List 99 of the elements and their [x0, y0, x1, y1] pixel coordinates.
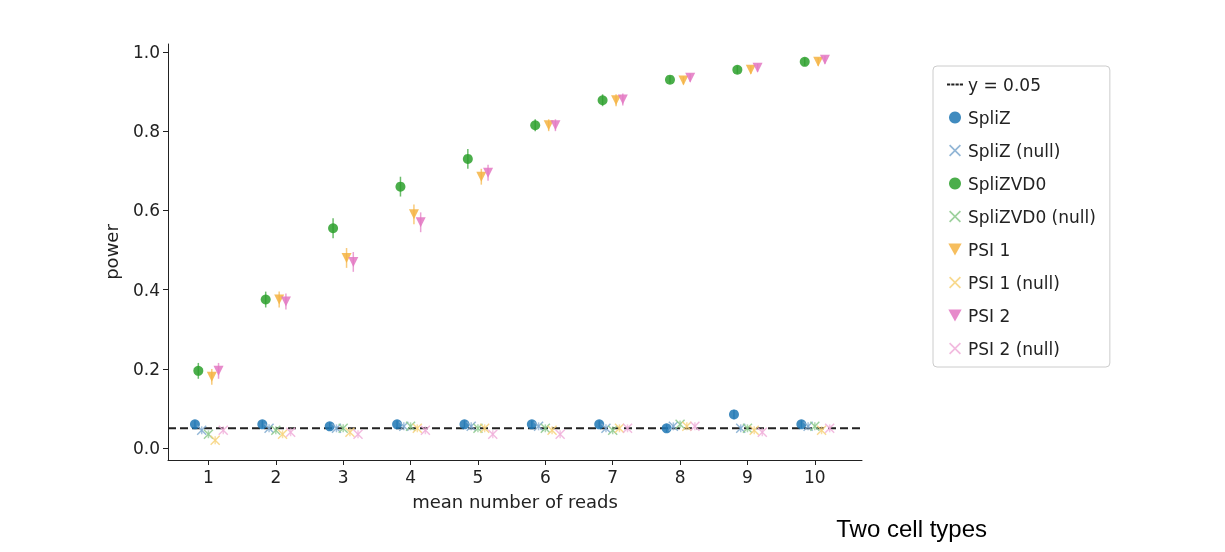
y-tick-label: 0.4	[132, 279, 160, 300]
point	[264, 423, 275, 434]
point	[796, 419, 807, 430]
point	[193, 365, 204, 376]
point	[617, 94, 628, 105]
point	[813, 56, 824, 67]
point	[614, 423, 625, 434]
point	[277, 429, 288, 440]
point	[668, 421, 679, 432]
point	[466, 421, 477, 432]
point	[611, 95, 622, 106]
point	[328, 223, 339, 234]
point	[353, 429, 364, 440]
point	[681, 421, 692, 432]
point	[547, 425, 558, 436]
legend-label: y = 0.05	[968, 74, 1041, 95]
point	[824, 423, 835, 434]
x-tick-label: 7	[607, 466, 619, 487]
y-axis-title: power	[100, 223, 122, 280]
point	[392, 419, 403, 430]
point	[196, 425, 207, 436]
point	[816, 425, 827, 436]
point	[270, 425, 281, 436]
point	[285, 427, 296, 438]
y-tick-label: 0.8	[132, 121, 160, 142]
y-tick-label: 0.0	[132, 438, 160, 459]
point	[405, 421, 416, 432]
point	[749, 425, 760, 436]
legend-label: SpliZVD0	[968, 173, 1047, 194]
x-tick-label: 5	[472, 466, 484, 487]
legend-label: PSI 1	[968, 239, 1011, 260]
point	[678, 75, 689, 86]
point	[689, 421, 700, 432]
point	[675, 419, 686, 430]
y-tick-label: 0.2	[132, 358, 160, 379]
point	[745, 64, 756, 75]
point	[412, 423, 423, 434]
point	[526, 419, 537, 430]
point	[280, 296, 291, 307]
x-tick-label: 1	[203, 466, 214, 487]
point	[622, 423, 633, 434]
point	[664, 74, 675, 85]
point	[206, 371, 217, 382]
point	[257, 419, 268, 430]
point	[479, 423, 490, 434]
x-tick-label: 9	[742, 466, 753, 487]
point	[408, 209, 419, 220]
point	[218, 425, 229, 436]
point	[607, 425, 618, 436]
point	[728, 409, 739, 420]
legend-label: PSI 2 (null)	[968, 338, 1060, 359]
point	[757, 427, 768, 438]
point	[395, 181, 406, 192]
x-axis-title: mean number of reads	[412, 490, 618, 512]
legend-label: SpliZ	[968, 107, 1011, 128]
text: Two cell types	[836, 514, 988, 542]
y-tick-label: 1.0	[132, 41, 160, 62]
x-tick-label: 2	[270, 466, 282, 487]
point	[189, 419, 200, 430]
point	[213, 365, 224, 376]
point	[732, 64, 743, 75]
x-tick-label: 10	[804, 466, 826, 487]
point	[555, 429, 566, 440]
point	[415, 217, 426, 228]
x-tick-label: 3	[337, 466, 349, 487]
point	[459, 419, 470, 430]
point	[483, 167, 494, 178]
point	[685, 72, 696, 83]
legend-label: PSI 2	[968, 305, 1011, 326]
point	[742, 423, 753, 434]
point	[487, 429, 498, 440]
point	[597, 95, 608, 106]
point	[819, 54, 830, 65]
x-tick-label: 8	[674, 466, 686, 487]
point	[348, 256, 359, 267]
point	[210, 435, 221, 446]
point	[540, 423, 551, 434]
legend-label: PSI 1 (null)	[968, 272, 1060, 293]
y-tick-label: 0.6	[132, 200, 160, 221]
point	[338, 423, 349, 434]
x-tick-label: 6	[539, 466, 551, 487]
point	[809, 421, 820, 432]
legend-label: SpliZ (null)	[968, 140, 1061, 161]
point	[594, 419, 605, 430]
legend-label: SpliZVD0 (null)	[968, 206, 1096, 227]
point	[600, 423, 611, 434]
point	[324, 421, 335, 432]
x-tick-label: 4	[405, 466, 416, 487]
point	[550, 120, 561, 131]
point	[799, 56, 810, 67]
point	[344, 427, 355, 438]
point	[533, 421, 544, 432]
point	[420, 425, 431, 436]
point	[341, 252, 352, 263]
point	[260, 294, 271, 305]
point	[661, 423, 672, 434]
point	[752, 62, 763, 73]
point	[530, 120, 541, 131]
point	[462, 153, 473, 164]
